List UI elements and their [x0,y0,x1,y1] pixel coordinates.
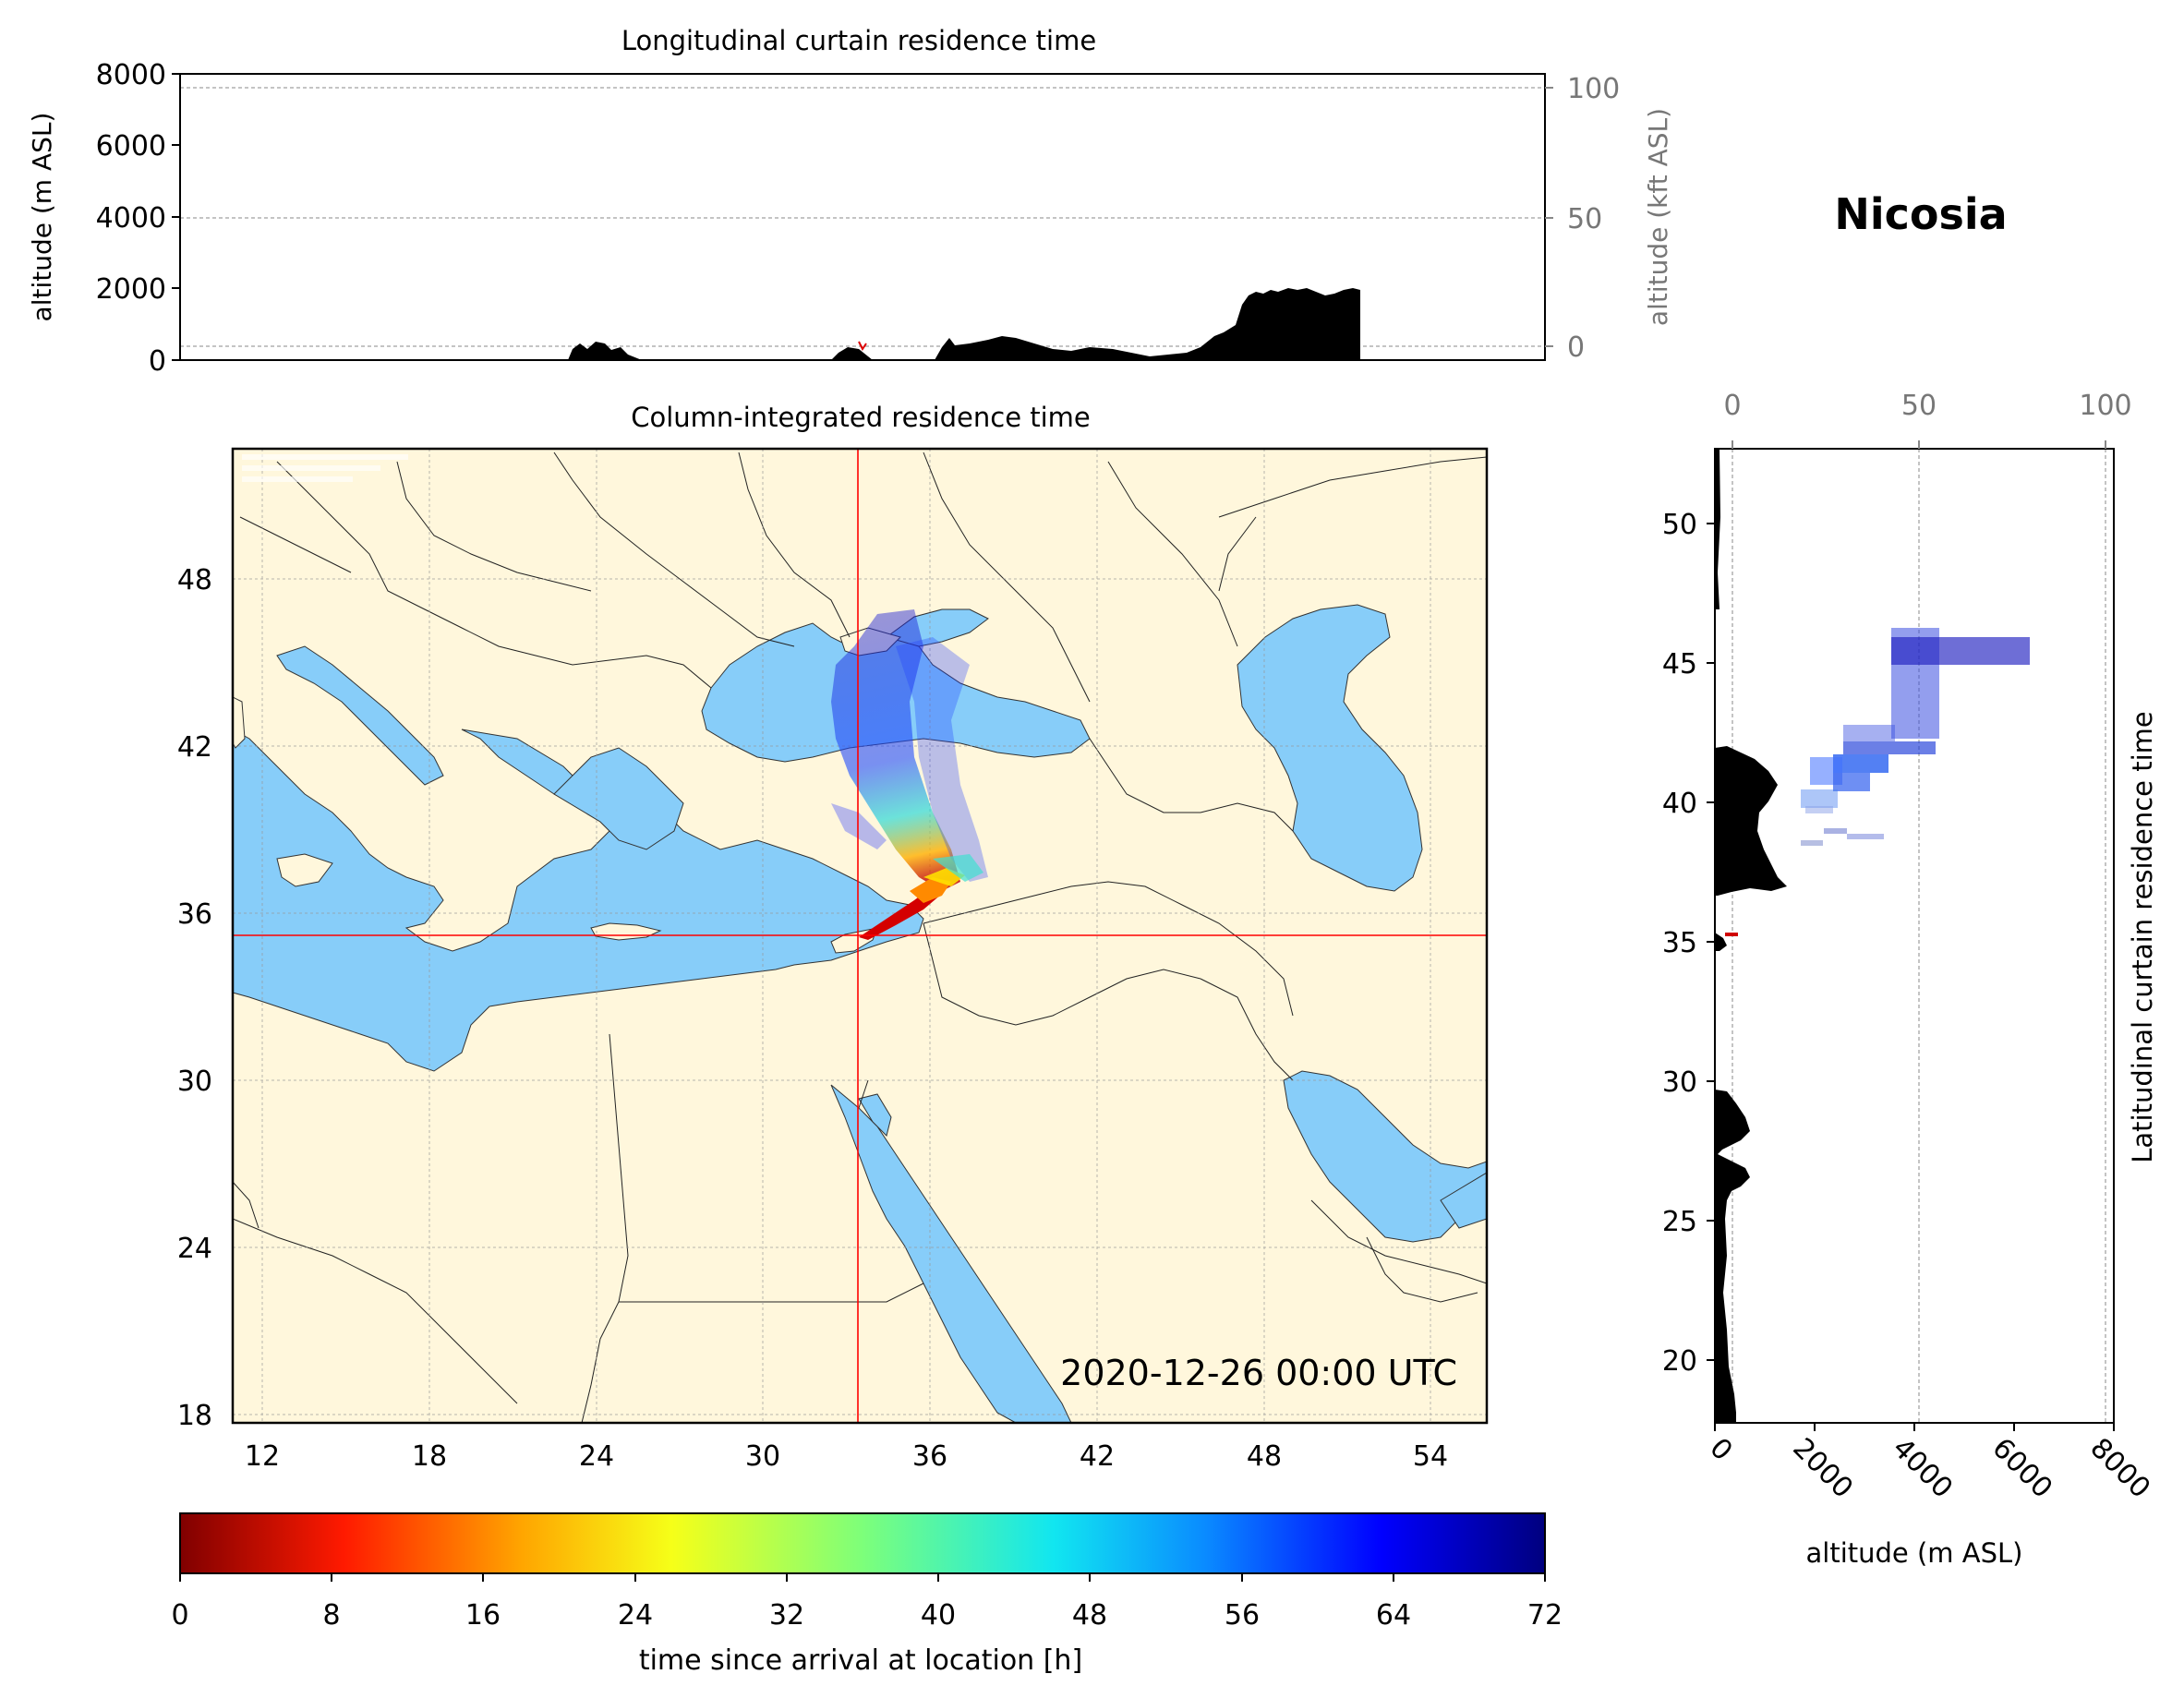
lat-tick-0: 18 [177,1400,212,1432]
lat-tick-3: 36 [177,898,212,931]
station-crosshair [233,449,1487,1423]
island-sicily [276,853,333,887]
top-panel: Longitudinal curtain residence time 0 20… [27,25,1673,378]
colorbar-tick-6: 48 [1072,1599,1107,1632]
right-ytick-0: 20 [1662,1345,1697,1378]
right-ytick-1: 25 [1662,1206,1697,1238]
colorbar-tick-8: 64 [1376,1599,1411,1632]
lon-tick-4: 36 [912,1440,947,1473]
top-ytick-3: 6000 [96,130,166,163]
right-xtick-1: 2000 [1786,1432,1859,1505]
right-ytick-3: 35 [1662,927,1697,959]
lon-tick-7: 54 [1413,1440,1448,1473]
colorbar-tick-7: 56 [1225,1599,1260,1632]
right-ytick-6: 50 [1662,509,1697,541]
right-xtick-0: 0 [1703,1432,1738,1467]
colorbar-tick-0: 0 [171,1599,188,1632]
right-panel: 0 50 100 20 25 30 35 40 45 50 0 200 [1662,390,2158,1569]
top-ytick-2: 4000 [96,202,166,235]
right-top-xtick-2: 100 [2079,390,2131,422]
colorbar-tick-9: 72 [1527,1599,1563,1632]
lon-tick-0: 12 [245,1440,280,1473]
top-panel-terrain-profile [568,288,1360,360]
mediterranean-sea [233,729,924,1072]
map-frame [231,447,1489,1425]
right-xtick-3: 6000 [1985,1432,2058,1505]
right-panel-y-ticks [1707,523,1715,1361]
right-panel-plot-area [1715,449,2114,1423]
top-right-ytick-2: 100 [1567,73,1620,105]
right-top-xtick-0: 0 [1723,390,1741,422]
right-panel-terrain-profile [1715,449,1787,1423]
lon-tick-1: 18 [412,1440,447,1473]
right-xtick-4: 8000 [2083,1432,2156,1505]
gulf-of-oman [1440,1172,1487,1229]
right-ytick-2: 30 [1662,1066,1697,1099]
colorbar-ticks [179,1573,1546,1582]
top-panel-gridlines [180,87,1545,347]
top-ytick-0: 0 [149,345,166,378]
right-ytick-5: 45 [1662,648,1697,680]
right-ytick-4: 40 [1662,788,1697,820]
colorbar-tick-5: 40 [921,1599,956,1632]
colorbar: 0 8 16 24 32 40 48 56 64 72 time since a… [171,1512,1563,1677]
map-panel: Column-integrated residence time [177,402,1489,1473]
right-panel-bottom-ticks [1714,1423,2115,1431]
island-sardinia [233,696,246,749]
lat-tick-2: 30 [177,1066,212,1098]
gulf-of-aqaba [858,1093,892,1137]
top-panel-left-ticks [172,73,180,361]
caspian-sea [1237,604,1423,892]
top-ytick-4: 8000 [96,59,166,91]
map-timestamp: 2020-12-26 00:00 UTC [1060,1353,1457,1393]
lon-tick-6: 48 [1247,1440,1282,1473]
top-right-ytick-1: 50 [1567,203,1602,235]
trajectory-plume [831,609,988,940]
colorbar-tick-1: 8 [322,1599,340,1632]
map-attribution [242,454,408,482]
right-panel-ylabel: Latitudinal curtain residence time [2127,711,2158,1163]
top-panel-ylabel-right: altitude (kft ASL) [1643,108,1673,326]
colorbar-label: time since arrival at location [h] [639,1644,1082,1677]
right-panel-xlabel: altitude (m ASL) [1806,1537,2023,1569]
lon-tick-5: 42 [1080,1440,1115,1473]
lat-tick-1: 24 [177,1233,212,1265]
right-top-xtick-1: 50 [1901,390,1937,422]
lon-tick-2: 24 [579,1440,614,1473]
top-panel-title: Longitudinal curtain residence time [621,25,1096,56]
top-right-ytick-0: 0 [1567,331,1585,364]
lat-tick-5: 48 [177,564,212,596]
red-sea [830,1084,1072,1423]
location-title: Nicosia [1834,189,2007,239]
colorbar-tick-2: 16 [465,1599,501,1632]
right-panel-top-ticks [1732,440,2106,449]
lat-tick-4: 42 [177,731,212,764]
top-panel-trajectory-mark [858,341,867,351]
right-xtick-2: 4000 [1886,1432,1959,1505]
top-panel-ylabel-left: altitude (m ASL) [27,113,57,322]
top-ytick-1: 2000 [96,273,166,306]
colorbar-tick-3: 24 [618,1599,653,1632]
map-panel-title: Column-integrated residence time [631,402,1091,433]
adriatic-sea [276,645,444,786]
right-panel-trajectory-bars [1725,628,2030,936]
colorbar-tick-4: 32 [769,1599,804,1632]
aegean-sea [553,747,684,850]
top-panel-right-ticks [1545,87,1553,347]
map-borders [233,452,1487,1423]
colorbar-gradient [179,1512,1546,1574]
lon-tick-3: 30 [745,1440,780,1473]
